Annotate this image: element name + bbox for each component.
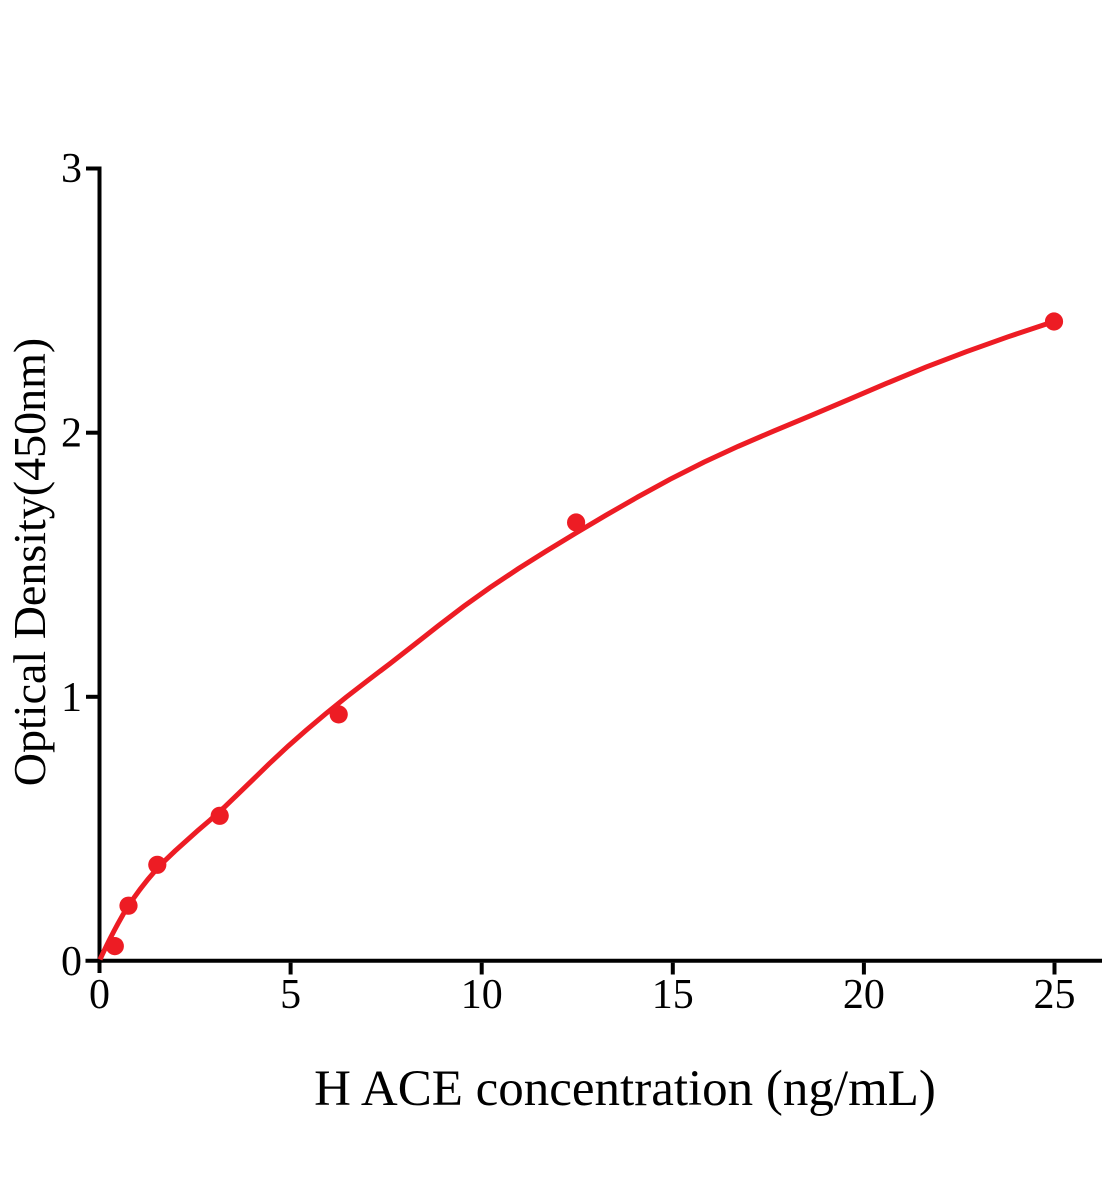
svg-text:20: 20: [843, 972, 885, 1018]
svg-text:2: 2: [61, 411, 82, 457]
svg-text:15: 15: [652, 972, 694, 1018]
svg-text:1: 1: [61, 675, 82, 721]
svg-text:H ACE concentration (ng/mL): H ACE concentration (ng/mL): [314, 1061, 936, 1117]
svg-text:Optical Density(450nm): Optical Density(450nm): [4, 338, 55, 786]
svg-text:0: 0: [89, 972, 110, 1018]
svg-text:3: 3: [61, 146, 82, 192]
svg-text:0: 0: [61, 939, 82, 985]
svg-text:5: 5: [280, 972, 301, 1018]
svg-text:10: 10: [461, 972, 503, 1018]
svg-text:25: 25: [1034, 972, 1076, 1018]
